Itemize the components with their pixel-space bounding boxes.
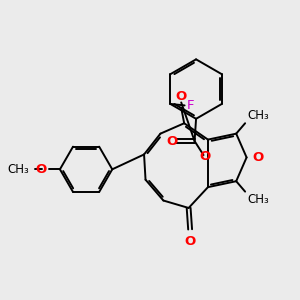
Text: O: O: [36, 163, 47, 176]
Text: O: O: [200, 150, 211, 163]
Text: O: O: [176, 90, 187, 103]
Text: CH₃: CH₃: [8, 163, 30, 176]
Text: O: O: [252, 151, 263, 164]
Text: F: F: [187, 99, 194, 112]
Text: O: O: [167, 135, 178, 148]
Text: O: O: [184, 235, 196, 248]
Text: CH₃: CH₃: [248, 193, 269, 206]
Text: CH₃: CH₃: [248, 109, 269, 122]
